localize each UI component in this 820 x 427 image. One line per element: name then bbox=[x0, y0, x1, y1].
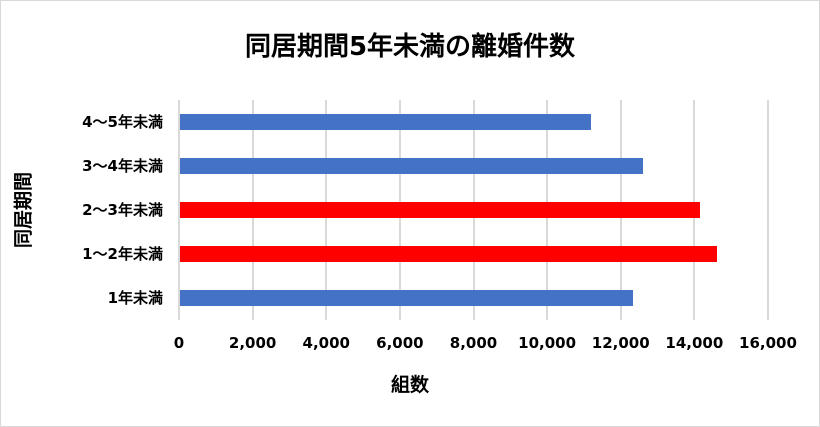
gridline bbox=[767, 100, 769, 320]
bar bbox=[180, 114, 592, 130]
category-label: 3～4年未満 bbox=[82, 157, 163, 175]
category-label: 2～3年未満 bbox=[82, 201, 163, 219]
x-tick-label: 2,000 bbox=[228, 334, 277, 352]
x-axis-label: 組数 bbox=[390, 374, 429, 396]
bar bbox=[180, 290, 634, 306]
category-label: 4～5年未満 bbox=[82, 113, 163, 131]
x-tick-label: 8,000 bbox=[449, 334, 498, 352]
plot-area bbox=[178, 100, 769, 320]
x-tick-label: 12,000 bbox=[591, 334, 650, 352]
chart-title: 同居期間5年未満の離婚件数 bbox=[244, 32, 576, 62]
bar bbox=[180, 246, 718, 262]
x-tick-label: 4,000 bbox=[302, 334, 350, 352]
category-label: 1年未満 bbox=[107, 289, 163, 307]
bar bbox=[180, 202, 701, 218]
bar bbox=[180, 158, 644, 174]
x-tick-label: 16,000 bbox=[739, 334, 797, 352]
x-tick-label: 0 bbox=[173, 334, 185, 352]
y-axis-line bbox=[178, 100, 180, 320]
category-label: 1～2年未満 bbox=[82, 245, 163, 263]
x-tick-label: 10,000 bbox=[518, 334, 577, 352]
x-tick-label: 14,000 bbox=[665, 334, 724, 352]
x-tick-label: 6,000 bbox=[376, 334, 424, 352]
